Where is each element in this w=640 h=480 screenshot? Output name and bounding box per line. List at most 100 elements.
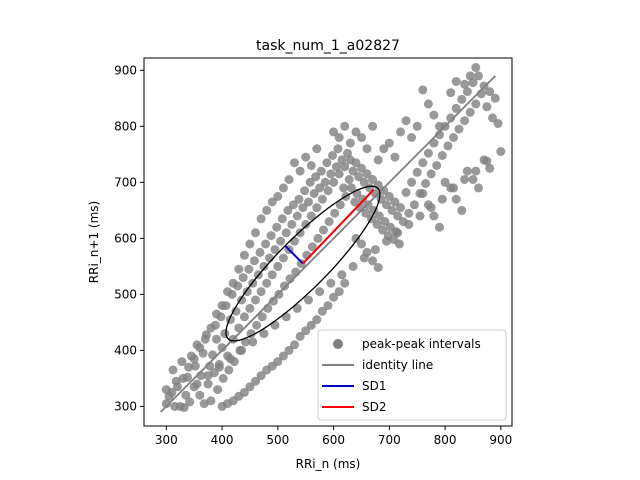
data-point <box>335 200 345 210</box>
data-point <box>190 361 200 371</box>
sd2-line <box>302 188 375 265</box>
data-point <box>217 401 227 411</box>
y-tick-label: 400 <box>114 343 137 357</box>
data-point <box>326 278 336 288</box>
data-point <box>195 390 205 400</box>
data-point <box>378 225 388 235</box>
data-point <box>334 169 344 179</box>
data-point <box>167 387 177 397</box>
data-point <box>432 161 442 170</box>
data-point <box>301 219 311 229</box>
data-point <box>179 403 189 412</box>
data-point <box>305 177 315 187</box>
data-point <box>246 329 256 339</box>
data-point <box>482 156 492 166</box>
data-point <box>404 208 414 218</box>
data-point <box>387 205 397 215</box>
data-point <box>362 169 372 179</box>
data-point <box>278 351 288 361</box>
data-point <box>292 303 302 313</box>
data-point <box>225 354 235 364</box>
data-point <box>277 214 287 224</box>
data-point <box>298 203 308 213</box>
x-axis-label: RRi_n (ms) <box>296 457 361 471</box>
data-point <box>373 263 383 272</box>
data-point <box>407 133 417 142</box>
data-point <box>359 177 369 187</box>
data-point <box>351 158 361 168</box>
data-point <box>429 110 439 120</box>
data-point <box>493 119 503 128</box>
data-point <box>471 63 481 72</box>
data-point <box>238 273 248 283</box>
data-point <box>329 177 339 187</box>
data-point <box>409 200 419 210</box>
data-point <box>281 228 291 238</box>
data-point <box>312 315 322 325</box>
data-point <box>292 211 302 221</box>
data-point <box>412 121 422 131</box>
data-point <box>460 79 470 89</box>
data-point <box>393 228 403 238</box>
data-point <box>351 127 361 137</box>
data-point <box>351 233 361 243</box>
x-tick-label: 900 <box>489 433 512 447</box>
sd1-line <box>284 245 304 265</box>
data-point <box>252 320 262 330</box>
data-point <box>334 287 344 297</box>
data-point <box>170 401 180 411</box>
data-point <box>340 162 350 172</box>
data-point <box>295 166 305 176</box>
data-point <box>273 191 283 201</box>
data-point <box>340 121 350 131</box>
data-point <box>468 175 478 184</box>
data-point <box>245 303 255 313</box>
data-point <box>248 337 258 347</box>
data-point <box>429 211 439 221</box>
data-point <box>206 323 216 333</box>
data-point <box>276 236 286 246</box>
data-point <box>328 151 337 160</box>
data-point <box>300 186 310 196</box>
data-point <box>380 217 390 227</box>
data-point <box>384 138 394 148</box>
data-point <box>348 166 358 176</box>
data-point <box>249 256 259 266</box>
data-point <box>362 144 372 154</box>
data-point <box>237 345 247 355</box>
data-point <box>234 264 244 274</box>
y-axis-label: RRi_n+1 (ms) <box>87 201 101 283</box>
data-point <box>465 107 475 117</box>
data-point <box>443 141 453 151</box>
data-point <box>304 295 313 305</box>
data-point <box>382 236 391 246</box>
data-point <box>396 127 405 137</box>
x-axis-ticks: 300 400 500 600 700 800 900 <box>155 426 512 447</box>
data-point <box>435 130 444 140</box>
plot-frame <box>143 57 513 427</box>
data-point <box>421 179 431 188</box>
data-point <box>407 177 417 187</box>
data-point <box>393 211 403 221</box>
data-point <box>268 296 278 306</box>
data-point <box>462 166 472 176</box>
data-point <box>344 175 354 184</box>
data-point <box>390 197 400 207</box>
data-point <box>309 189 319 198</box>
data-point <box>418 158 428 168</box>
points-layer <box>161 63 506 412</box>
data-point <box>345 138 355 148</box>
data-point <box>195 343 205 353</box>
data-point <box>322 158 332 168</box>
data-point <box>294 194 304 204</box>
data-point <box>474 71 483 81</box>
data-point <box>320 177 330 187</box>
x-tick-label: 600 <box>322 433 345 447</box>
y-tick-label: 300 <box>114 399 137 413</box>
data-point <box>245 239 255 249</box>
data-point <box>462 87 472 97</box>
data-point <box>390 152 400 162</box>
data-point <box>460 175 470 184</box>
legend-label-identity: identity line <box>362 358 433 372</box>
data-point <box>290 236 299 246</box>
